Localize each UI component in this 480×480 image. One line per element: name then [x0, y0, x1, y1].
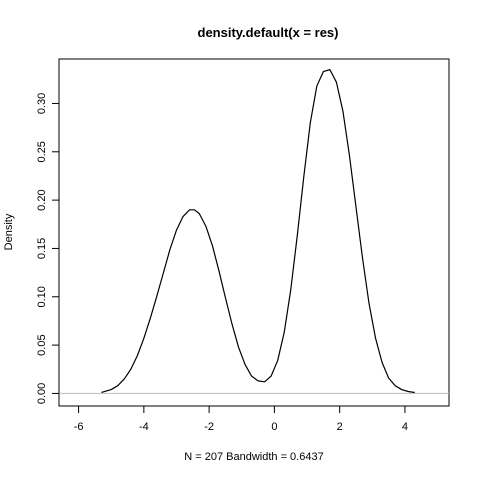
- x-tick-label: 4: [402, 421, 408, 433]
- y-tick-label: 0.20: [36, 189, 48, 210]
- plot-frame: [58, 58, 450, 407]
- y-tick-label: 0.25: [36, 141, 48, 162]
- y-tick-label: 0.05: [36, 334, 48, 355]
- x-tick-label: 0: [271, 421, 277, 433]
- x-axis-label: N = 207 Bandwidth = 0.6437: [184, 451, 323, 463]
- density-curve: [101, 69, 415, 394]
- y-axis: 0.00 0.05 0.10 0.15 0.20 0.25 0.30: [36, 93, 60, 404]
- x-tick-label: -2: [204, 421, 214, 433]
- x-tick-label: 2: [337, 421, 343, 433]
- y-tick-label: 0.00: [36, 383, 48, 404]
- y-tick-label: 0.10: [36, 286, 48, 307]
- y-tick-label: 0.30: [36, 93, 48, 114]
- y-axis-label: Density: [3, 213, 15, 250]
- chart-title: density.default(x = res): [198, 25, 339, 40]
- y-tick-label: 0.15: [36, 238, 48, 259]
- x-tick-label: -4: [139, 421, 149, 433]
- x-axis: -6 -4 -2 0 2 4: [74, 405, 408, 433]
- x-tick-label: -6: [74, 421, 84, 433]
